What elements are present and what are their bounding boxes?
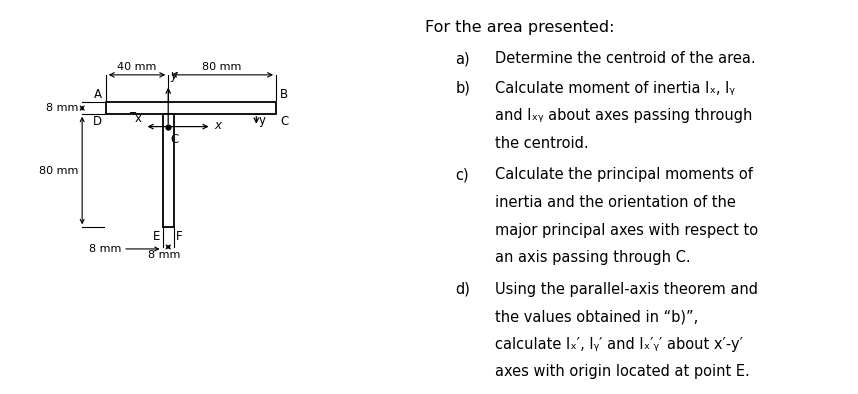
Text: inertia and the orientation of the: inertia and the orientation of the <box>495 195 735 210</box>
Text: axes with origin located at point E.: axes with origin located at point E. <box>495 364 750 379</box>
Text: the centroid.: the centroid. <box>495 136 589 151</box>
Text: E: E <box>154 230 160 243</box>
Text: major principal axes with respect to: major principal axes with respect to <box>495 223 758 238</box>
Text: C: C <box>280 115 288 128</box>
Text: ̅x: ̅x <box>136 112 142 125</box>
Text: For the area presented:: For the area presented: <box>425 20 614 35</box>
Text: F: F <box>176 230 183 243</box>
Text: A: A <box>94 89 102 102</box>
Text: b): b) <box>456 81 470 96</box>
Text: 8 mm: 8 mm <box>148 250 180 260</box>
Text: 8 mm: 8 mm <box>88 244 121 254</box>
Text: 8 mm: 8 mm <box>45 103 78 113</box>
Bar <box>106 102 276 114</box>
Text: calculate Iₓ′, Iᵧ′ and Iₓ′ᵧ′ about x′-y′: calculate Iₓ′, Iᵧ′ and Iₓ′ᵧ′ about x′-y′ <box>495 337 743 352</box>
Text: ̅y: ̅y <box>260 114 267 127</box>
Text: 40 mm: 40 mm <box>118 62 157 72</box>
Text: B: B <box>280 89 288 102</box>
Text: the values obtained in “b)”,: the values obtained in “b)”, <box>495 309 698 324</box>
Text: 80 mm: 80 mm <box>39 165 78 175</box>
Text: d): d) <box>456 282 470 297</box>
Text: C: C <box>170 134 178 147</box>
Text: D: D <box>93 115 102 128</box>
Bar <box>162 114 174 227</box>
Text: y: y <box>170 69 178 82</box>
Text: and Iₓᵧ about axes passing through: and Iₓᵧ about axes passing through <box>495 108 752 123</box>
Text: c): c) <box>456 167 469 182</box>
Text: x: x <box>214 119 221 132</box>
Text: an axis passing through C.: an axis passing through C. <box>495 250 691 265</box>
Text: Using the parallel-axis theorem and: Using the parallel-axis theorem and <box>495 282 758 297</box>
Text: Determine the centroid of the area.: Determine the centroid of the area. <box>495 51 755 66</box>
Text: Calculate moment of inertia Iₓ, Iᵧ: Calculate moment of inertia Iₓ, Iᵧ <box>495 81 734 96</box>
Text: a): a) <box>456 51 470 66</box>
Text: Calculate the principal moments of: Calculate the principal moments of <box>495 167 752 182</box>
Text: 80 mm: 80 mm <box>202 62 242 72</box>
